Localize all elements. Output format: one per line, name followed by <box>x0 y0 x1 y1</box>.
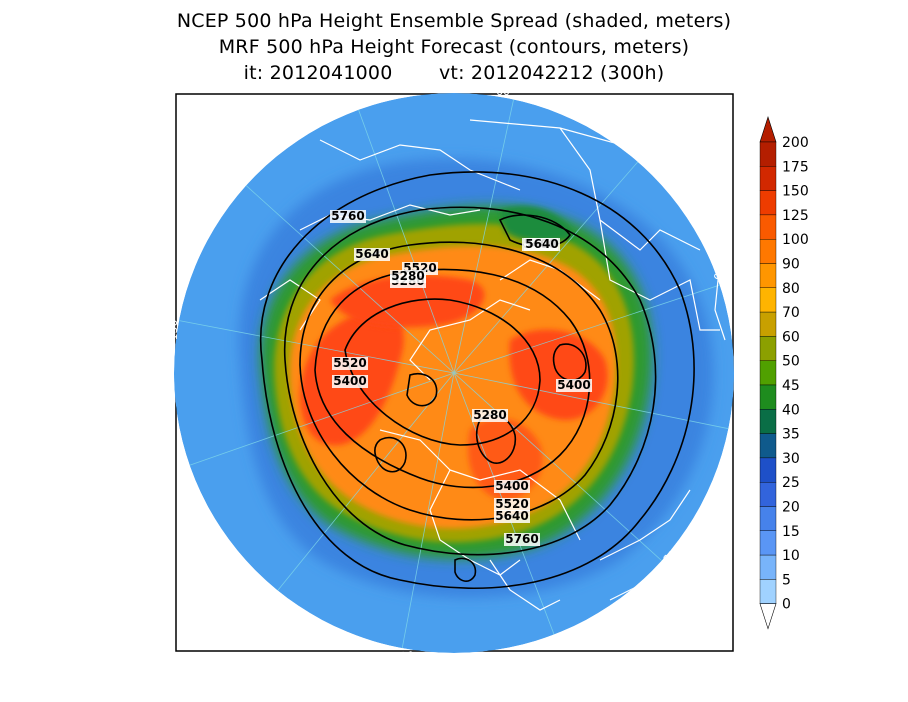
longitude-label: 90 <box>548 634 565 650</box>
contour-label-bg <box>390 270 426 283</box>
contour-small-low <box>454 557 477 582</box>
longitude-label: 60 <box>496 85 510 98</box>
contour-label-bg <box>556 379 592 392</box>
colorbar-swatch <box>759 263 777 288</box>
contour-5640 <box>283 206 657 556</box>
contour-labels: 5760564055205400528055205400564054005280… <box>330 209 592 546</box>
contour-label: 5400 <box>333 374 366 388</box>
colorbar-tick-label: 25 <box>782 475 800 491</box>
title-line-1: NCEP 500 hPa Height Ensemble Spread (sha… <box>176 10 732 32</box>
colorbar-swatch <box>759 166 777 191</box>
contour-label: 5640 <box>355 247 388 261</box>
colorbar-top-arrow <box>759 116 777 143</box>
contour-label: 5640 <box>525 237 558 251</box>
coastlines <box>259 119 726 611</box>
colorbar-tick-label: 175 <box>782 159 809 175</box>
colorbar-tick-label: 30 <box>782 451 800 467</box>
shade-red-south <box>468 418 543 500</box>
colorbar-tick-label: 100 <box>782 232 809 248</box>
longitude-label: 30 <box>733 418 746 432</box>
colorbar-tick-label: 60 <box>782 329 800 345</box>
contour-label: 5400 <box>557 378 590 392</box>
colorbar-tick-label: 5 <box>782 572 791 588</box>
contour-5280 <box>344 298 541 446</box>
colorbar-swatch <box>759 579 777 604</box>
contour-label-bg <box>494 510 530 523</box>
colorbar-swatch <box>759 141 777 167</box>
contour-label: 5640 <box>495 509 528 523</box>
contour-label: 5400 <box>495 479 528 493</box>
colorbar-swatch <box>759 360 777 386</box>
contour-5760 <box>259 171 695 589</box>
colorbar-swatch <box>759 336 777 361</box>
contour-label-bg <box>494 480 530 493</box>
colorbar-swatch <box>759 311 777 337</box>
colorbar-tick-label: 125 <box>782 208 809 224</box>
colorbar-swatch <box>759 482 777 507</box>
contour-label-bg <box>494 498 530 511</box>
colorbar-tick-label: 40 <box>782 402 800 418</box>
title-line-2: MRF 500 hPa Height Forecast (contours, m… <box>218 36 690 58</box>
contour-label: 5280 <box>473 408 506 422</box>
longitude-label: 150 <box>167 320 180 341</box>
colorbar-swatch <box>759 384 777 410</box>
colorbar-tick-label: 90 <box>782 257 800 273</box>
init-time: it: 2012041000 <box>243 62 393 84</box>
colorbar-tick-label: 20 <box>782 500 800 516</box>
colorbar-swatch <box>759 409 777 434</box>
contour-label: 5280 <box>391 269 424 283</box>
colorbar-tick-label: 50 <box>782 354 800 370</box>
colorbar-swatch <box>759 530 777 556</box>
colorbar-swatch <box>759 287 777 313</box>
colorbar-swatch <box>759 506 777 531</box>
contour-inner-4 <box>406 373 438 407</box>
contour-5520 <box>299 241 619 521</box>
contour-label: 5760 <box>505 532 538 546</box>
colorbar-tick-label: 80 <box>782 281 800 297</box>
contour-label-bg <box>504 533 540 546</box>
colorbar-swatch <box>759 190 777 216</box>
contour-label-bg <box>332 357 368 370</box>
longitude-grid <box>175 93 734 653</box>
colorbar-tick-label: 70 <box>782 305 800 321</box>
colorbar-tick-label: 200 <box>782 135 809 151</box>
colorbar-swatch <box>759 554 777 580</box>
colorbar-swatch <box>759 238 777 264</box>
contour-label: 5520 <box>333 356 366 370</box>
valid-time: vt: 2012042212 (300h) <box>438 62 665 84</box>
contour-label-bg <box>354 248 390 261</box>
contour-label: 5760 <box>331 209 364 223</box>
colorbar-swatch <box>759 433 777 459</box>
colorbar-tick-label: 150 <box>782 184 809 200</box>
colorbar-bottom-arrow <box>759 603 777 630</box>
colorbar-swatch <box>759 214 777 240</box>
contour-label: 5520 <box>495 497 528 511</box>
colorbar-tick-label: 0 <box>782 597 791 613</box>
title-line-3: it: 2012041000 vt: 2012042212 (300h) <box>0 62 908 84</box>
colorbar-tick-label: 15 <box>782 524 800 540</box>
colorbar-swatch <box>759 457 777 483</box>
contour-label-bg <box>330 210 366 223</box>
longitude-label: 180 <box>177 463 193 486</box>
longitude-label: 90 <box>345 95 362 111</box>
colorbar: 2001751501251009080706050454035302520151… <box>759 116 809 630</box>
contour-label-bg <box>524 238 560 251</box>
colorbar-tick-label: 10 <box>782 548 800 564</box>
longitude-label: 120 <box>393 649 415 664</box>
contour-label-bg <box>472 409 508 422</box>
colorbar-tick-label: 45 <box>782 378 800 394</box>
contour-label-bg <box>332 375 368 388</box>
contour-inner-3 <box>374 436 407 473</box>
colorbar-tick-label: 35 <box>782 427 800 443</box>
longitude-label: 0 <box>711 271 726 282</box>
